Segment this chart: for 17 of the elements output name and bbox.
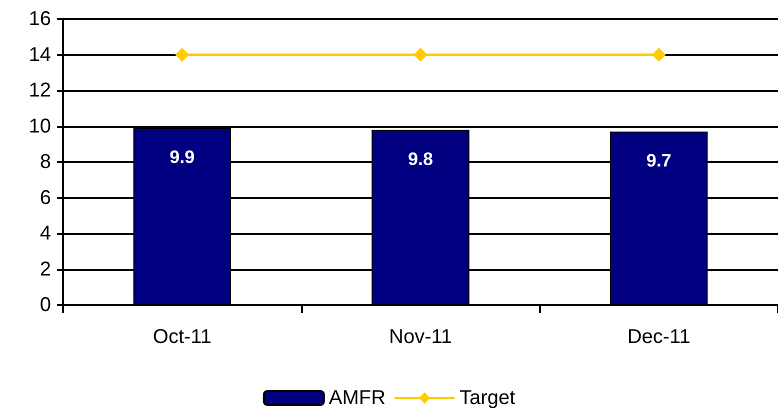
y-tick-label: 8 [40,151,51,173]
y-tick-label: 14 [28,44,51,66]
x-tick-label: Nov-11 [389,326,452,348]
legend-label: Target [460,387,516,409]
x-tick-label: Oct-11 [152,326,212,348]
y-tick-label: 2 [40,258,51,280]
x-tick-label: Dec-11 [627,326,690,348]
y-tick-label: 12 [28,80,51,102]
data-label: 9.8 [408,148,434,169]
data-label: 9.9 [170,147,195,168]
y-tick-label: 0 [40,294,51,316]
data-label: 9.7 [646,150,672,171]
y-tick-label: 4 [40,222,51,244]
y-tick-label: 6 [40,186,51,209]
y-tick-label: 16 [28,8,51,30]
y-tick-label: 10 [28,115,51,138]
legend-label: AMFR [328,387,386,409]
